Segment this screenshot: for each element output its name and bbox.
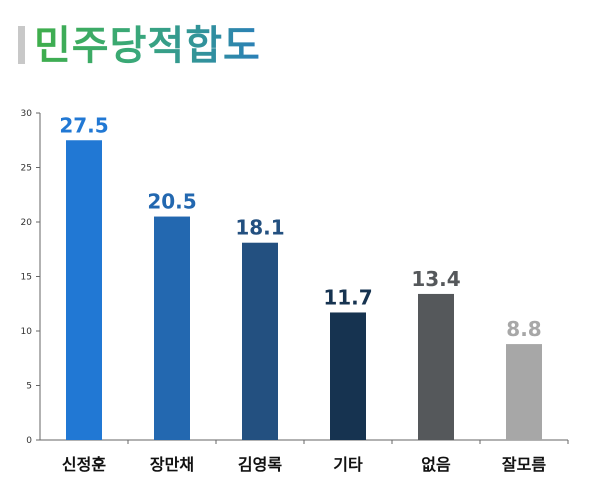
- category-label: 김영록: [238, 455, 282, 474]
- category-label: 신정훈: [62, 455, 106, 474]
- category-label: 잘모름: [502, 455, 546, 474]
- y-tick-label: 0: [26, 436, 32, 446]
- bar: [418, 293, 454, 440]
- bar: [506, 344, 542, 440]
- bar: [330, 312, 366, 440]
- bar-value-label: 18.1: [235, 216, 284, 240]
- bar: [242, 242, 278, 440]
- category-label: 없음: [421, 455, 451, 474]
- y-tick-label: 10: [21, 327, 33, 337]
- y-tick-label: 25: [21, 164, 32, 174]
- bar-value-label: 11.7: [323, 285, 372, 309]
- y-tick-label: 30: [21, 109, 33, 119]
- title-accent-bar: [18, 26, 25, 64]
- y-tick-label: 20: [21, 218, 33, 228]
- bar-value-label: 8.8: [506, 317, 541, 341]
- category-label: 기타: [333, 455, 363, 474]
- bar: [66, 140, 102, 440]
- bar-layer: 27.5 신정훈 20.5 장만채 18.1 김영록 11.7 기타 13.4 없음 8.8 잘모름: [59, 113, 546, 474]
- y-tick-label: 5: [26, 382, 32, 392]
- category-label: 장만채: [150, 455, 194, 474]
- bar-value-label: 27.5: [59, 113, 108, 137]
- y-tick-label: 15: [21, 273, 32, 283]
- chart-title: 민주당적합도: [34, 20, 261, 72]
- bar-value-label: 13.4: [411, 267, 460, 291]
- bar: [154, 216, 190, 440]
- axis-layer: 0 5 10 15 20 25 30: [21, 109, 569, 446]
- bar-value-label: 20.5: [147, 190, 196, 214]
